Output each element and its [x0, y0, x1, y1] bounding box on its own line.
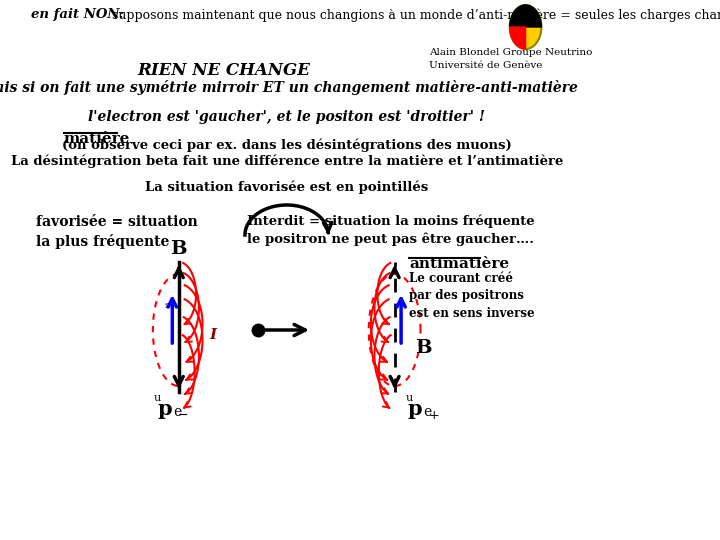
Text: en fait NON:: en fait NON: — [31, 8, 124, 21]
Text: u: u — [153, 393, 161, 403]
Text: B: B — [415, 339, 431, 357]
Text: l'electron est 'gaucher', et le positon est 'droitier' !: l'electron est 'gaucher', et le positon … — [88, 110, 485, 124]
Text: Interdit = situation la moins fréquente
le positron ne peut pas être gaucher….: Interdit = situation la moins fréquente … — [247, 215, 535, 246]
Text: (on observe ceci par ex. dans les désintégrations des muons): (on observe ceci par ex. dans les désint… — [62, 138, 512, 152]
Text: B: B — [171, 240, 187, 258]
Polygon shape — [510, 27, 526, 49]
Text: e: e — [173, 405, 181, 419]
Text: matière: matière — [63, 132, 130, 146]
Text: s: s — [164, 300, 169, 309]
Text: u: u — [405, 393, 413, 403]
Text: e: e — [423, 405, 432, 419]
Text: Le courant créé
par des positrons
est en sens inverse: Le courant créé par des positrons est en… — [409, 272, 535, 320]
Text: Alain Blondel Groupe Neutrino
Université de Genève: Alain Blondel Groupe Neutrino Université… — [429, 48, 593, 70]
Text: p: p — [157, 399, 171, 419]
Text: favorisée = situation
la plus fréquente: favorisée = situation la plus fréquente — [36, 215, 198, 249]
Polygon shape — [510, 5, 541, 27]
Text: La situation favorisée est en pointillés: La situation favorisée est en pointillés — [145, 180, 428, 193]
Circle shape — [510, 5, 541, 49]
Text: La désintégration beta fait une différence entre la matière et l’antimatière: La désintégration beta fait une différen… — [11, 155, 563, 168]
Text: antimatière: antimatière — [409, 257, 509, 271]
Text: I: I — [209, 328, 216, 342]
Text: p: p — [408, 399, 422, 419]
Text: Mais si on fait une symétrie mirroir ET un changement matière-anti-matière: Mais si on fait une symétrie mirroir ET … — [0, 80, 578, 95]
Text: RIEN NE CHANGE: RIEN NE CHANGE — [137, 62, 310, 79]
Text: +: + — [428, 409, 439, 422]
Text: −: − — [178, 409, 189, 422]
Text: supposons maintenant que nous changions à un monde d’anti-matière = seules les c: supposons maintenant que nous changions … — [108, 8, 720, 22]
